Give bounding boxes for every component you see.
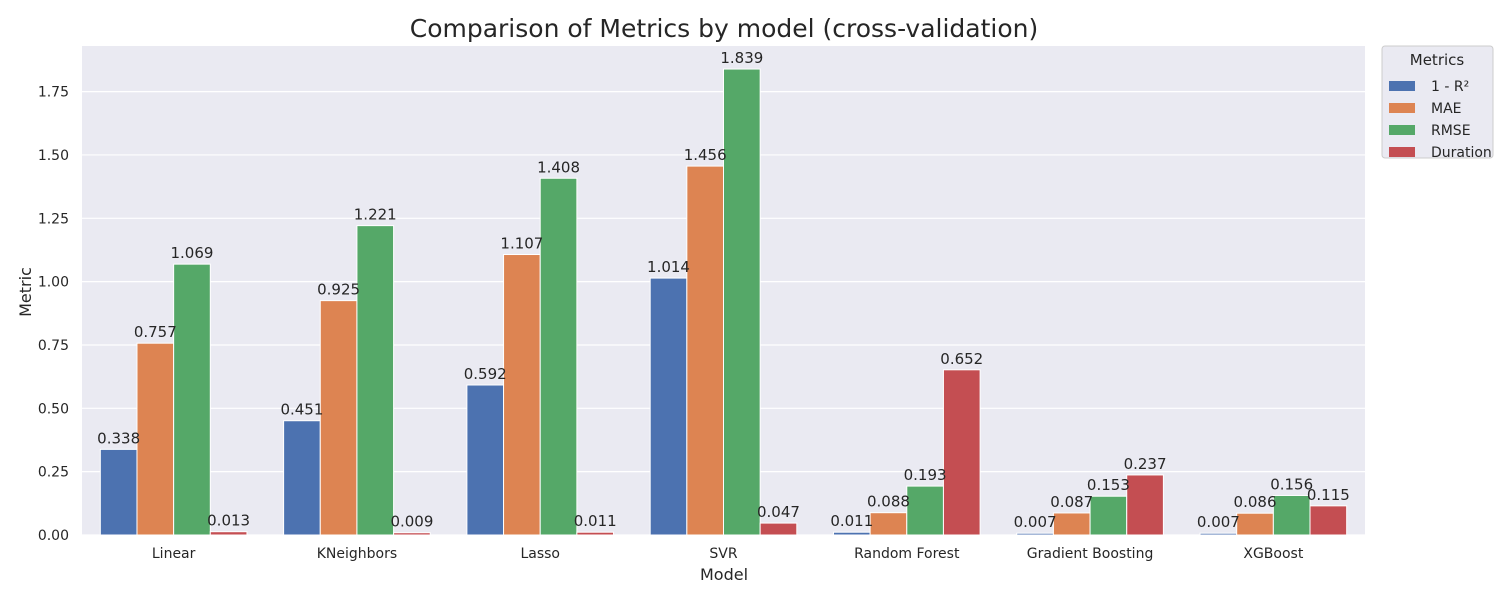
bar-value-label: 1.107 bbox=[500, 235, 543, 253]
bar-value-label: 0.011 bbox=[574, 512, 617, 530]
bar bbox=[832, 531, 871, 536]
bar bbox=[869, 512, 908, 536]
bar bbox=[319, 300, 358, 536]
y-tick-label: 1.75 bbox=[38, 85, 69, 101]
bar bbox=[1126, 474, 1164, 536]
legend-swatch bbox=[1389, 147, 1415, 157]
bar bbox=[1016, 532, 1054, 536]
bar-value-label: 0.757 bbox=[134, 323, 177, 341]
bar-value-label: 1.069 bbox=[170, 244, 213, 262]
bar bbox=[136, 342, 175, 536]
bar bbox=[723, 68, 761, 536]
bar bbox=[906, 485, 944, 536]
bar-value-label: 0.652 bbox=[940, 350, 983, 368]
legend-swatch bbox=[1389, 103, 1415, 113]
bar bbox=[1089, 495, 1128, 536]
bar-value-label: 0.009 bbox=[390, 513, 433, 531]
bar bbox=[686, 165, 724, 536]
bar bbox=[649, 277, 688, 536]
bar bbox=[1052, 512, 1091, 536]
bar-value-label: 1.408 bbox=[537, 158, 580, 176]
bar-value-label: 0.338 bbox=[97, 429, 140, 447]
y-tick-label: 0.75 bbox=[38, 338, 69, 354]
bar bbox=[209, 531, 248, 536]
bar-value-label: 0.007 bbox=[1197, 513, 1240, 531]
y-tick-label: 1.50 bbox=[38, 148, 69, 164]
bar bbox=[759, 522, 798, 536]
bar-value-label: 0.237 bbox=[1124, 455, 1167, 473]
bar bbox=[576, 531, 615, 536]
x-tick-label: SVR bbox=[709, 546, 737, 562]
bar-value-label: 0.088 bbox=[867, 493, 910, 511]
y-tick-label: 0.00 bbox=[38, 528, 69, 544]
bar-value-label: 0.156 bbox=[1270, 475, 1313, 493]
y-axis-label: Metric bbox=[16, 267, 35, 317]
bar bbox=[1199, 532, 1238, 536]
y-tick-label: 0.50 bbox=[38, 401, 69, 417]
legend-entry: MAE bbox=[1431, 101, 1462, 117]
bar-value-label: 0.193 bbox=[904, 466, 947, 484]
bar-value-label: 1.456 bbox=[684, 146, 727, 164]
x-axis-label: Model bbox=[700, 565, 748, 584]
bar bbox=[942, 369, 981, 536]
x-tick-label: Linear bbox=[152, 546, 196, 562]
legend-swatch bbox=[1389, 125, 1415, 135]
x-tick-label: Random Forest bbox=[854, 546, 960, 562]
legend-entry: RMSE bbox=[1431, 123, 1471, 139]
y-tick-label: 1.25 bbox=[38, 211, 69, 227]
bar-value-label: 0.087 bbox=[1050, 493, 1093, 511]
bar bbox=[539, 177, 578, 536]
y-tick-label: 1.00 bbox=[38, 275, 69, 291]
bar bbox=[466, 384, 505, 536]
bar-value-label: 1.221 bbox=[354, 206, 397, 224]
chart-title: Comparison of Metrics by model (cross-va… bbox=[410, 14, 1039, 43]
x-tick-label: KNeighbors bbox=[317, 546, 397, 562]
legend-entry: Duration bbox=[1431, 145, 1492, 161]
bar-value-label: 0.592 bbox=[464, 365, 507, 383]
bar-value-label: 1.839 bbox=[720, 49, 763, 67]
x-tick-label: Lasso bbox=[520, 546, 560, 562]
legend-swatch bbox=[1389, 81, 1415, 91]
bar bbox=[393, 532, 431, 536]
y-tick-label: 0.25 bbox=[38, 465, 69, 481]
bar-value-label: 0.153 bbox=[1087, 476, 1130, 494]
x-tick-label: XGBoost bbox=[1243, 546, 1303, 562]
bar bbox=[1309, 505, 1348, 536]
bar bbox=[356, 225, 395, 536]
legend: Metrics 1 - R² MAE RMSE Duration bbox=[1381, 45, 1494, 161]
x-tick-label: Gradient Boosting bbox=[1027, 546, 1154, 562]
bar bbox=[1236, 512, 1274, 536]
legend-title: Metrics bbox=[1410, 51, 1465, 69]
bar-value-label: 0.047 bbox=[757, 503, 800, 521]
bar bbox=[503, 254, 541, 536]
legend-entry: 1 - R² bbox=[1431, 79, 1469, 95]
bar-value-label: 0.086 bbox=[1234, 493, 1277, 511]
bar-value-label: 0.013 bbox=[207, 512, 250, 530]
bar bbox=[1272, 494, 1311, 536]
bar-value-label: 0.451 bbox=[280, 401, 323, 419]
bar-value-label: 0.007 bbox=[1014, 513, 1057, 531]
bar-value-label: 0.115 bbox=[1307, 486, 1350, 504]
bar-value-label: 1.014 bbox=[647, 258, 690, 276]
bar bbox=[283, 420, 321, 536]
bar bbox=[99, 448, 138, 536]
bar bbox=[173, 263, 211, 536]
bar-value-label: 0.925 bbox=[317, 281, 360, 299]
bar-value-label: 0.011 bbox=[830, 512, 873, 530]
